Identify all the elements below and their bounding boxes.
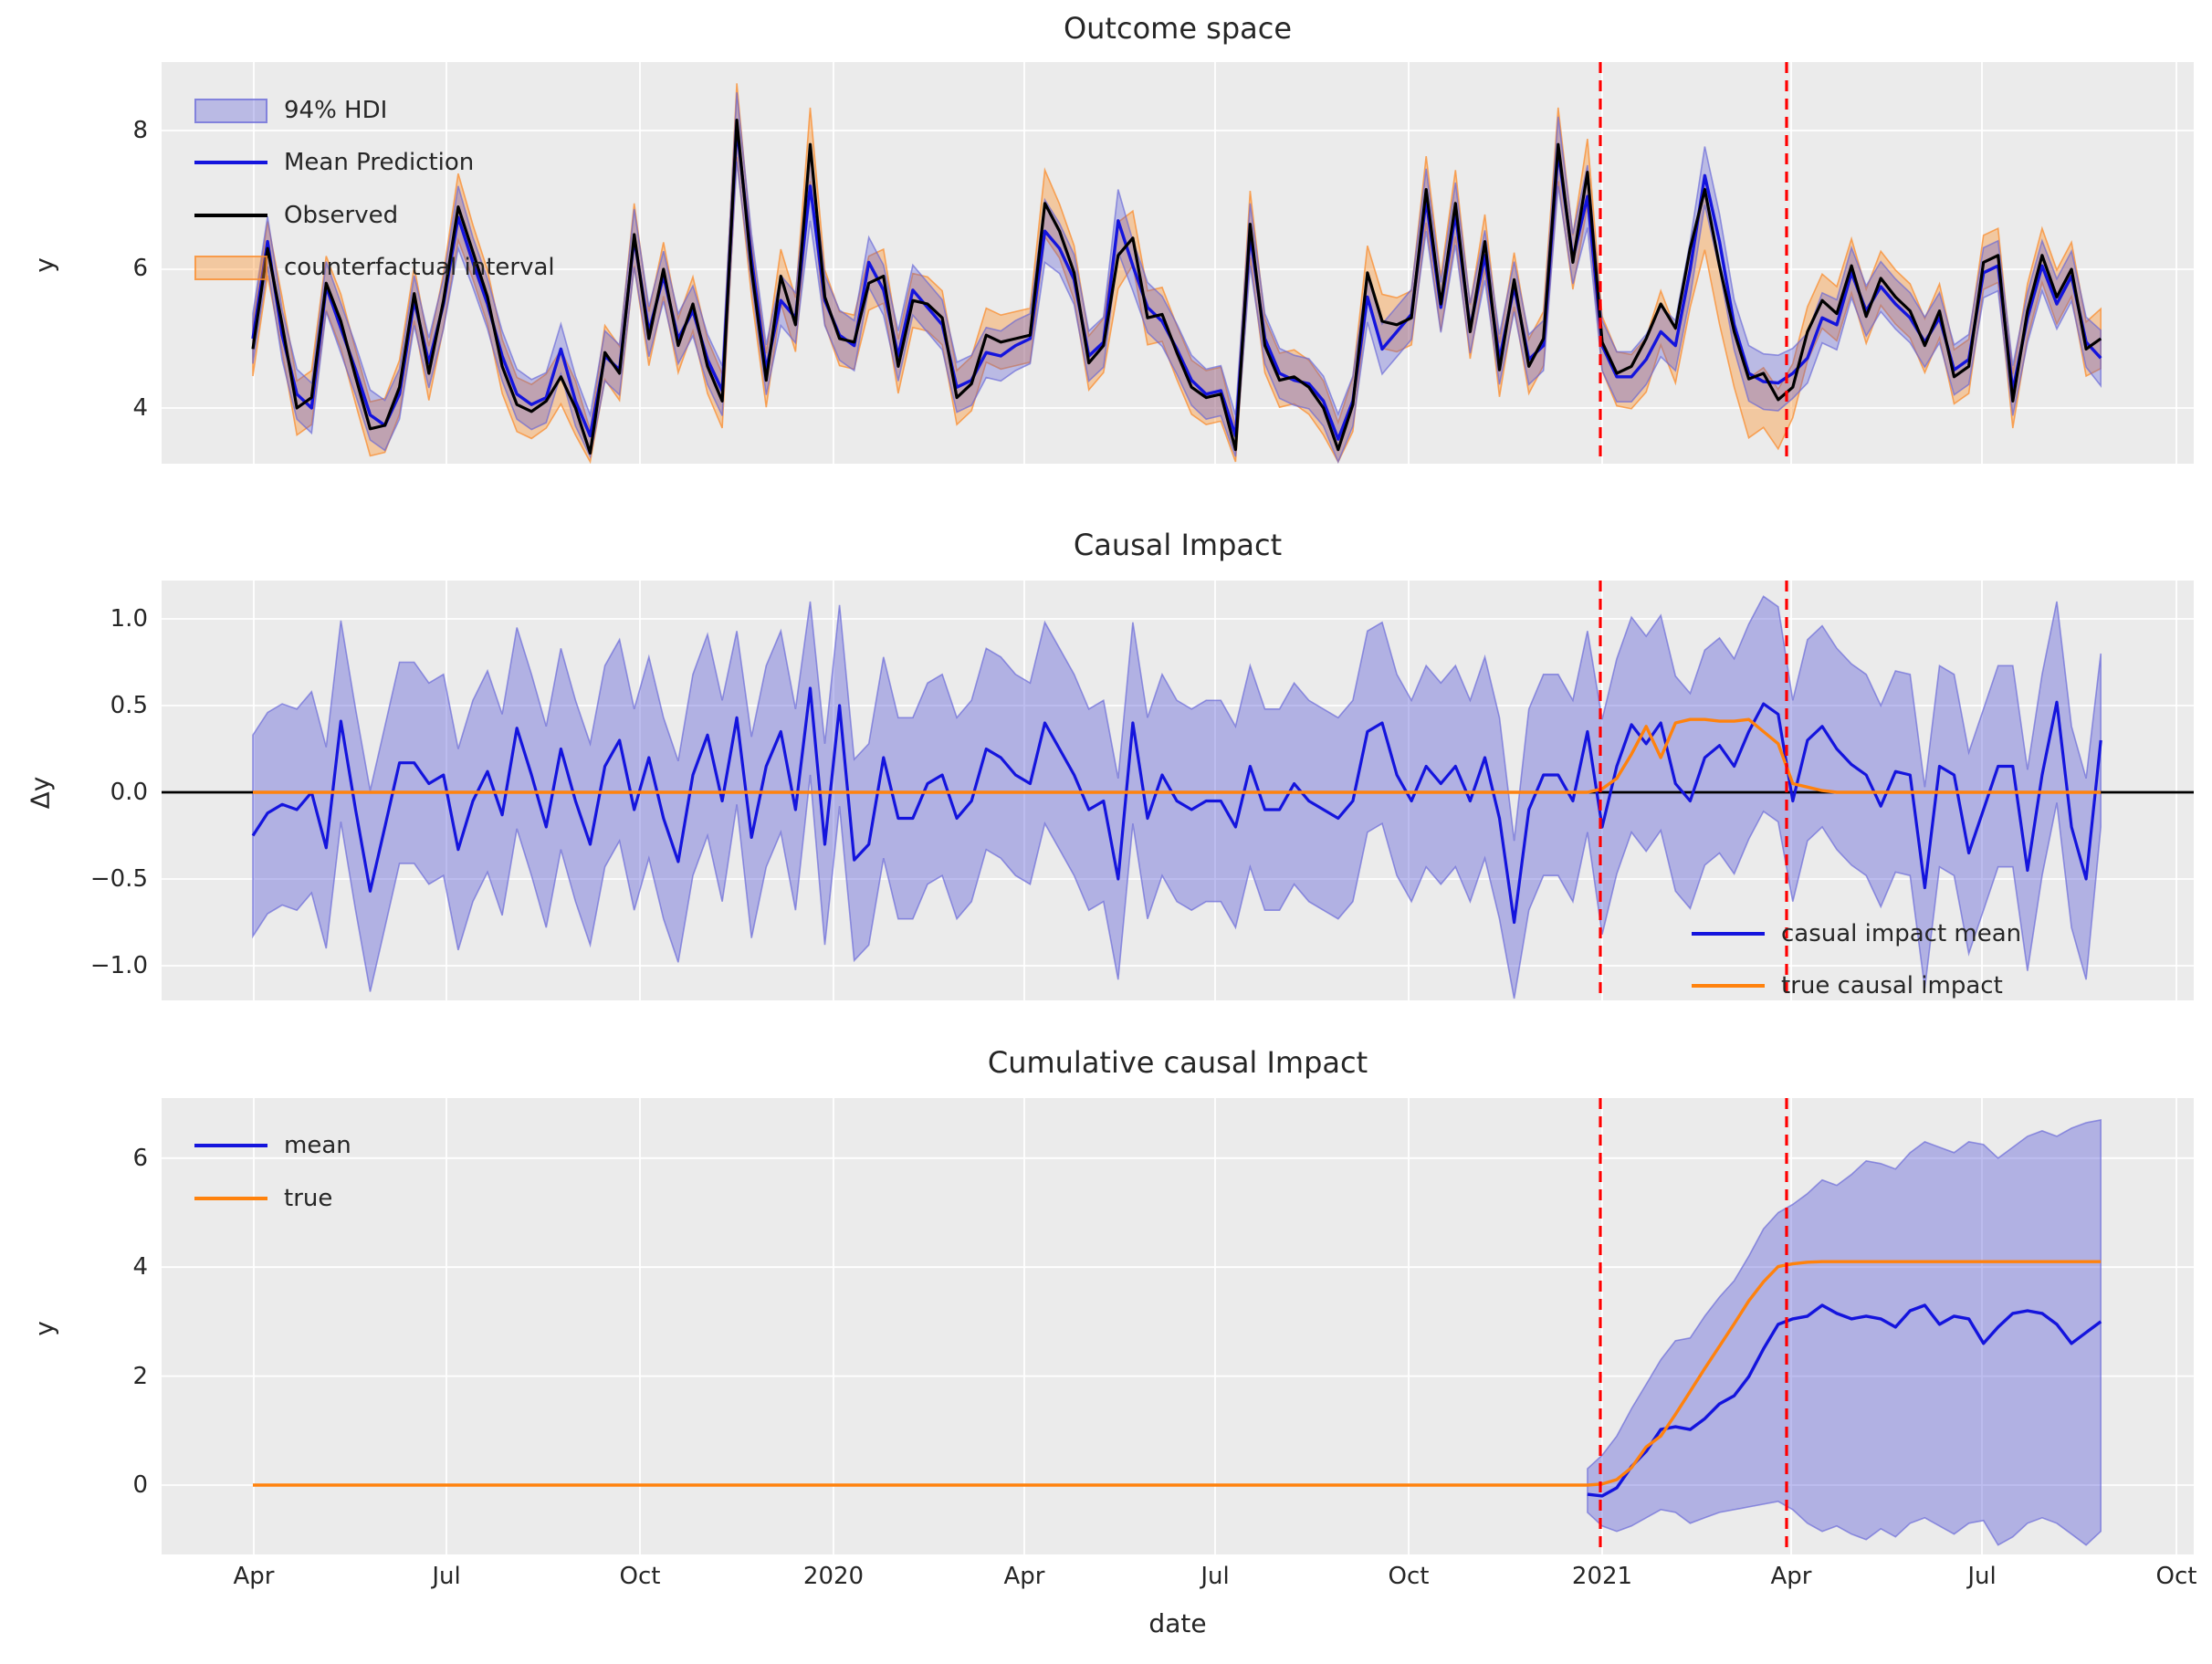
p2-ytick-05: 0.5: [110, 692, 148, 719]
p2-legend-true-impact: true causal impact: [1692, 970, 2003, 1001]
p2-legend-true-impact-label: true causal impact: [1781, 972, 2003, 999]
xtick-apr19: Apr: [233, 1563, 275, 1590]
panel3-title: Cumulative causal Impact: [987, 1045, 1368, 1080]
causal-impact-canvas: [162, 581, 2194, 1000]
outcome-space-canvas: [162, 62, 2194, 464]
p1-legend-counterfactual: counterfactual interval: [194, 252, 555, 283]
p3-ytick-2: 2: [132, 1363, 148, 1390]
p1-legend-cf-label: counterfactual interval: [284, 254, 555, 281]
p2-legend-impact-mean-label: casual impact mean: [1781, 920, 2022, 947]
observed-line-swatch: [194, 214, 267, 217]
xtick-apr20: Apr: [1003, 1563, 1045, 1590]
p3-ylabel: y: [28, 1321, 59, 1336]
mean-prediction-line-swatch: [194, 161, 267, 164]
impact-mean-line-swatch: [1692, 932, 1765, 936]
p1-ytick-6: 6: [132, 255, 148, 282]
outcome-space-plot: [162, 62, 2194, 464]
true-impact-line-swatch: [1692, 984, 1765, 988]
p3-legend-mean: mean: [194, 1130, 351, 1161]
cumulative-impact-plot: [162, 1098, 2194, 1554]
xlabel-date: date: [1148, 1608, 1207, 1638]
xtick-jul21: Jul: [1967, 1563, 1997, 1590]
p3-ytick-0: 0: [132, 1471, 148, 1499]
xtick-jul19: Jul: [432, 1563, 461, 1590]
p3-ytick-4: 4: [132, 1253, 148, 1281]
p1-ytick-8: 8: [132, 117, 148, 144]
xtick-2021: 2021: [1571, 1563, 1633, 1590]
p1-legend-observed: Observed: [194, 200, 398, 231]
hdi-band-swatch: [194, 98, 267, 123]
cumulative-mean-line-swatch: [194, 1144, 267, 1147]
xtick-apr21: Apr: [1770, 1563, 1812, 1590]
p3-ytick-6: 6: [132, 1145, 148, 1172]
p3-legend-mean-label: mean: [284, 1132, 351, 1159]
panel2-title: Causal Impact: [1073, 528, 1283, 562]
p1-legend-mean-prediction: Mean Prediction: [194, 147, 474, 178]
p3-legend-true-label: true: [284, 1185, 333, 1212]
xtick-jul20: Jul: [1200, 1563, 1230, 1590]
p2-ylabel: Δy: [25, 776, 56, 810]
p2-ytick-m05: −0.5: [89, 865, 148, 893]
p2-ytick-1: 1.0: [110, 605, 148, 633]
p1-legend-mean-label: Mean Prediction: [284, 149, 475, 176]
p1-legend-observed-label: Observed: [284, 202, 399, 229]
panel1-title: Outcome space: [1063, 11, 1293, 46]
xtick-oct21: Oct: [2155, 1563, 2197, 1590]
p2-ytick-0: 0.0: [110, 779, 148, 806]
p2-legend-impact-mean: casual impact mean: [1692, 918, 2021, 949]
p1-legend-hdi: 94% HDI: [194, 95, 387, 126]
p2-ytick-m1: −1.0: [89, 952, 148, 979]
counterfactual-band-swatch: [194, 255, 267, 280]
xtick-oct20: Oct: [1388, 1563, 1430, 1590]
p1-legend-hdi-label: 94% HDI: [284, 97, 388, 124]
cumulative-impact-canvas: [162, 1098, 2194, 1554]
p3-legend-true: true: [194, 1183, 332, 1214]
p1-ytick-4: 4: [132, 394, 148, 422]
xtick-2020: 2020: [802, 1563, 865, 1590]
cumulative-true-line-swatch: [194, 1197, 267, 1200]
causal-impact-plot: [162, 581, 2194, 1000]
p1-ylabel: y: [28, 257, 59, 273]
xtick-oct19: Oct: [619, 1563, 661, 1590]
